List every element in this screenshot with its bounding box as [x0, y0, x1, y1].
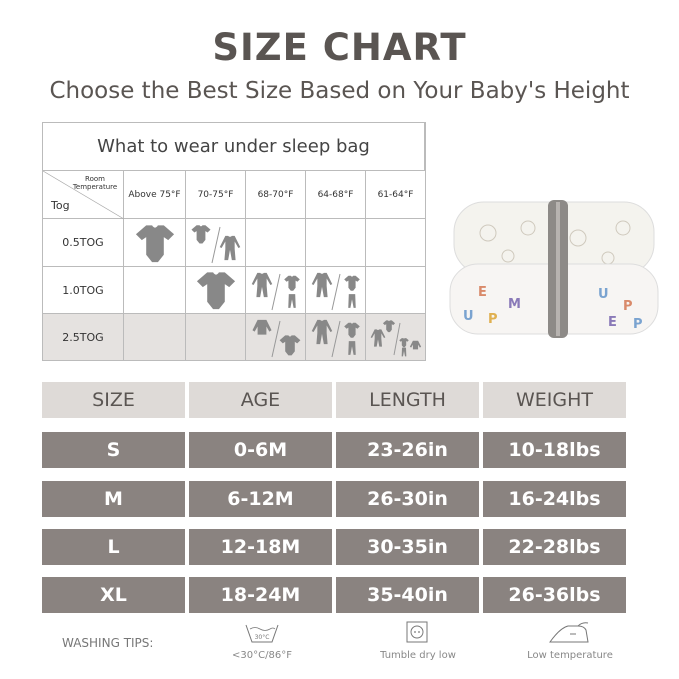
empty-cell — [306, 219, 366, 267]
weight-cell: 26-36lbs — [483, 577, 626, 613]
sleepsuit-or-bodysuit-pants-icon — [306, 314, 366, 360]
length-cell: 26-30in — [336, 481, 479, 517]
tumble-dry-low-icon — [406, 621, 428, 643]
empty-cell — [246, 219, 306, 267]
diagonal-divider — [43, 171, 124, 219]
svg-text:E: E — [608, 315, 617, 330]
size-cell: M — [42, 481, 185, 517]
svg-text:30°C: 30°C — [255, 634, 270, 641]
page-title: SIZE CHART — [212, 26, 467, 69]
room-temperature-label: Room Temperature — [72, 175, 118, 191]
empty-cell — [124, 314, 186, 360]
svg-text:P: P — [623, 299, 633, 314]
length-cell: 30-35in — [336, 529, 479, 565]
weight-cell: 10-18lbs — [483, 432, 626, 468]
wash-30-icon: 30°C — [245, 624, 279, 643]
weight-header: WEIGHT — [483, 382, 626, 418]
wash-temp-text: <30°C/86°F — [232, 650, 292, 661]
size-cell: S — [42, 432, 185, 468]
tog-row-label: 1.0TOG — [43, 267, 124, 314]
svg-text:E: E — [478, 285, 487, 300]
tog-row-label: 0.5TOG — [43, 219, 124, 267]
bodysuit-or-sleepsuit-icon — [186, 219, 246, 267]
empty-cell — [124, 267, 186, 314]
tog-row-label: 2.5TOG — [43, 314, 124, 360]
size-header: SIZE — [42, 382, 185, 418]
length-cell: 23-26in — [336, 432, 479, 468]
what-to-wear-table: What to wear under sleep bag Room Temper… — [42, 122, 426, 361]
empty-cell — [366, 219, 425, 267]
sleepsuit-or-bodysuit-pants-icon — [246, 267, 306, 314]
empty-cell — [186, 314, 246, 360]
age-cell: 18-24M — [189, 577, 332, 613]
age-cell: 12-18M — [189, 529, 332, 565]
temp-header: 68-70°F — [246, 171, 306, 219]
bodysuit-icon — [186, 267, 246, 314]
washing-tips-label: WASHING TIPS: — [62, 636, 154, 650]
iron-low-icon — [549, 622, 589, 643]
length-header: LENGTH — [336, 382, 479, 418]
sleepsuit-or-bodysuit-pants-icon — [306, 267, 366, 314]
corner-cell: Room Temperature Tog — [43, 171, 124, 219]
iron-temp-text: Low temperature — [527, 650, 613, 661]
svg-text:U: U — [463, 309, 474, 324]
layered-outfit-icon — [366, 314, 425, 360]
bodysuit-icon — [124, 219, 186, 267]
svg-text:P: P — [488, 312, 498, 327]
tog-label: Tog — [51, 199, 70, 212]
wear-table-heading: What to wear under sleep bag — [43, 123, 425, 171]
tumble-dry-text: Tumble dry low — [380, 650, 456, 661]
length-cell: 35-40in — [336, 577, 479, 613]
size-cell: XL — [42, 577, 185, 613]
temp-header: 61-64°F — [366, 171, 425, 219]
age-cell: 6-12M — [189, 481, 332, 517]
weight-cell: 22-28lbs — [483, 529, 626, 565]
temp-header: 64-68°F — [306, 171, 366, 219]
page-subtitle: Choose the Best Size Based on Your Baby'… — [49, 78, 630, 104]
age-cell: 0-6M — [189, 432, 332, 468]
svg-text:U: U — [598, 287, 609, 302]
size-cell: L — [42, 529, 185, 565]
svg-text:M: M — [508, 297, 521, 312]
temp-header: Above 75°F — [124, 171, 186, 219]
jacket-or-bodysuit-icon — [246, 314, 306, 360]
empty-cell — [366, 267, 425, 314]
temp-header: 70-75°F — [186, 171, 246, 219]
age-header: AGE — [189, 382, 332, 418]
svg-text:P: P — [633, 317, 643, 332]
weight-cell: 16-24lbs — [483, 481, 626, 517]
